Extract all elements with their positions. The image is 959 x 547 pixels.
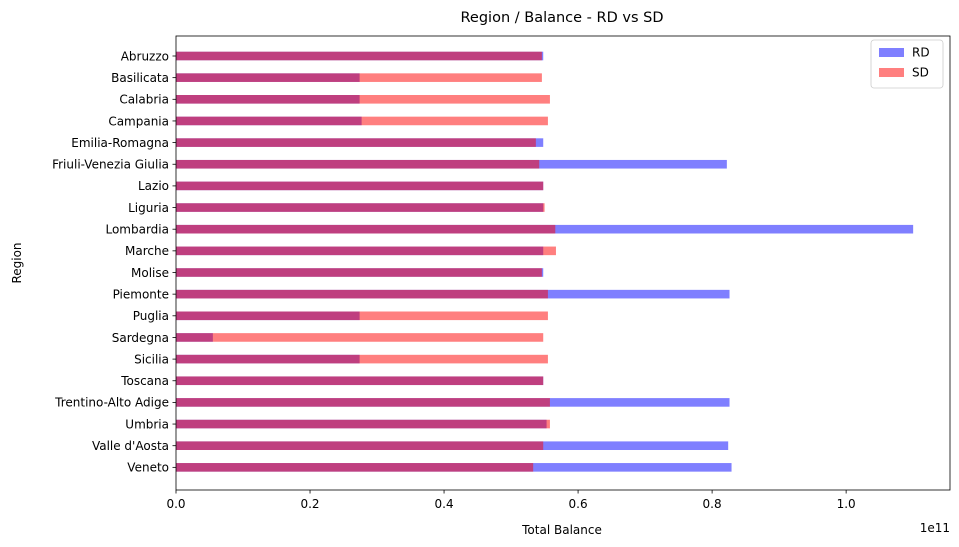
y-tick-label: Calabria [119, 93, 169, 107]
bar-sd-umbria [176, 419, 550, 429]
bar-sd-liguria [176, 203, 545, 212]
plot-area [176, 36, 950, 490]
x-tick-label: 0.4 [435, 497, 454, 511]
y-tick-label: Sicilia [134, 352, 169, 366]
x-tick-label: 0.0 [166, 497, 185, 511]
bar-sd-emilia-romagna [176, 138, 536, 147]
bar-sd-calabria [176, 95, 550, 104]
legend-box [870, 39, 944, 89]
plot-frame [175, 35, 951, 491]
y-tick-label: Toscana [120, 374, 169, 388]
x-tick-label: 1.0 [837, 497, 856, 511]
bar-sd-basilicata [176, 73, 542, 82]
legend: RD SD [870, 39, 944, 89]
y-tick-label: Emilia-Romagna [71, 136, 169, 150]
bar-sd-toscana [176, 376, 544, 386]
y-tick-label: Puglia [133, 309, 169, 323]
y-tick-label: Piemonte [113, 287, 169, 301]
bar-sd-lombardia [176, 224, 556, 234]
bar-sd-piemonte [176, 289, 548, 299]
bar-sd-lazio [176, 181, 544, 191]
bar-sd-marche [176, 246, 556, 256]
bar-sd-veneto [176, 463, 534, 472]
y-tick-label: Marche [125, 244, 169, 258]
y-tick-label: Veneto [127, 461, 169, 475]
y-tick-label: Sardegna [112, 331, 169, 345]
y-tick-label: Campania [108, 114, 169, 128]
y-tick-label: Trentino-Alto Adige [54, 396, 169, 410]
y-tick-label: Liguria [128, 201, 169, 215]
bar-sd-puglia [176, 311, 548, 321]
legend-swatch-rd [879, 48, 904, 57]
x-tick-label: 0.8 [703, 497, 722, 511]
x-axis-ticks: 0.0 0.2 0.4 0.6 0.8 1.0 [166, 490, 856, 511]
legend-swatch-sd [879, 68, 904, 77]
y-tick-label: Friuli-Venezia Giulia [52, 158, 169, 172]
legend-label-sd: SD [912, 66, 929, 80]
y-axis-label: Region [10, 242, 24, 283]
bar-sd-friuli-venezia-giulia [176, 159, 540, 169]
bar-sd-trentino-alto-adige [176, 398, 550, 407]
bar-sd-sicilia [176, 354, 548, 364]
x-axis-offset-text: 1e11 [920, 521, 950, 535]
bar-sd-abruzzo [176, 51, 542, 61]
y-tick-label: Molise [131, 266, 169, 280]
y-tick-label: Lazio [138, 179, 169, 193]
bar-sd-sardegna [176, 333, 544, 342]
bar-sd-valle-d-aosta [176, 441, 544, 450]
x-tick-label: 0.6 [569, 497, 588, 511]
bar-sd-campania [176, 116, 548, 126]
x-tick-label: 0.2 [300, 497, 319, 511]
bars-group [176, 51, 914, 472]
bar-sd-molise [176, 268, 542, 277]
y-tick-label: Basilicata [111, 71, 169, 85]
chart-title: Region / Balance - RD vs SD [461, 10, 664, 26]
y-tick-label: Umbria [125, 417, 169, 431]
y-tick-label: Abruzzo [121, 49, 169, 63]
y-tick-label: Lombardia [105, 223, 169, 237]
legend-label-rd: RD [912, 46, 930, 60]
y-axis-ticks: Abruzzo Basilicata Calabria Campania Emilia-… [52, 49, 176, 475]
y-tick-label: Valle d'Aosta [92, 439, 169, 453]
x-axis-label: Total Balance [521, 523, 602, 537]
